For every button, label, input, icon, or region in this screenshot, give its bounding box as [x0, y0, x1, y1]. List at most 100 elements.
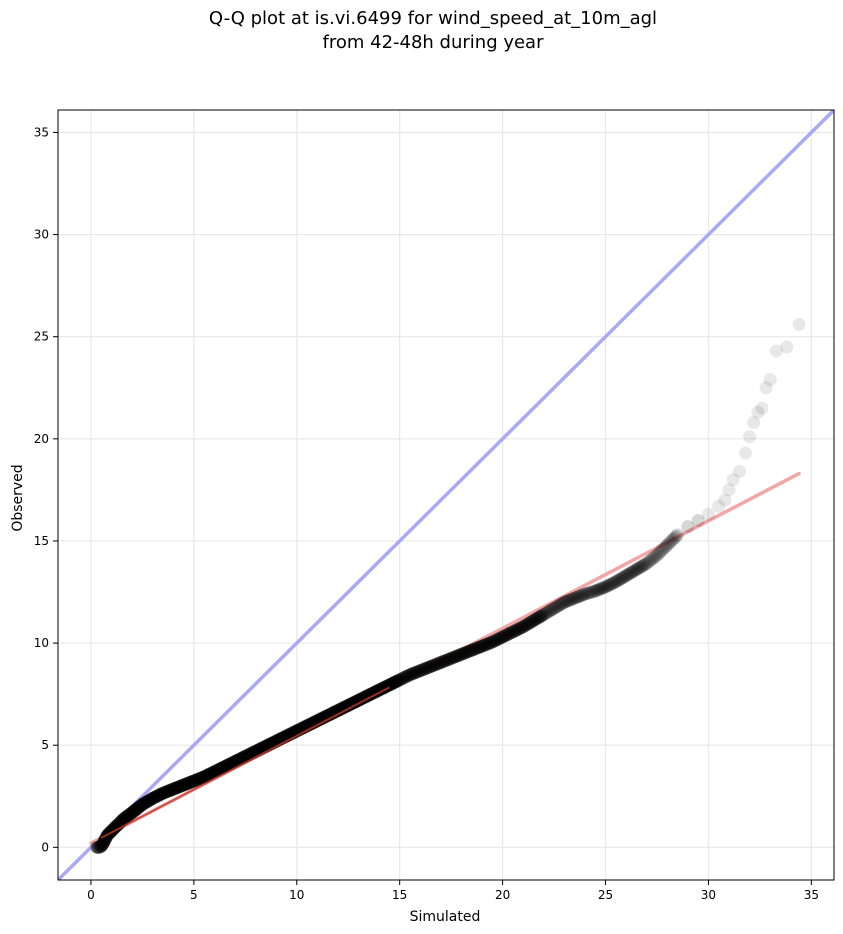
chart-title-line1: Q-Q plot at is.vi.6499 for wind_speed_at…: [209, 8, 657, 29]
data-point: [600, 579, 614, 593]
data-point: [520, 618, 534, 632]
y-tick-label: 10: [34, 636, 49, 650]
data-point: [568, 591, 582, 605]
data-point: [430, 657, 444, 671]
data-point: [451, 649, 465, 663]
data-point: [405, 667, 419, 681]
data-point: [657, 541, 671, 555]
data-point: [514, 621, 528, 635]
x-tick-label: 0: [87, 888, 95, 902]
data-point: [472, 641, 486, 655]
data-point: [400, 669, 414, 683]
data-point: [535, 609, 549, 623]
data-point: [651, 547, 665, 561]
data-point: [439, 653, 453, 667]
data-point: [537, 607, 551, 621]
data-point: [511, 622, 525, 636]
data-point: [646, 552, 660, 566]
data-point: [444, 651, 458, 665]
data-point: [466, 643, 480, 657]
data-point: [643, 554, 657, 568]
data-point: [556, 596, 570, 610]
y-tick-label: 20: [34, 432, 49, 446]
data-point: [623, 567, 637, 581]
data-point: [593, 582, 607, 596]
data-point: [446, 651, 460, 665]
data-point: [722, 483, 736, 497]
data-point: [441, 653, 455, 667]
data-point: [393, 673, 407, 687]
data-point: [401, 669, 415, 683]
data-point: [582, 586, 596, 600]
data-point: [436, 655, 450, 669]
data-point: [668, 531, 682, 545]
data-point: [453, 648, 467, 662]
tick-marks: 0 5 10 15 20 25 30 35 0 5 10 15 20 25 30 35: [34, 125, 819, 902]
data-point: [663, 535, 677, 549]
data-point: [759, 381, 773, 395]
data-point: [417, 662, 431, 676]
data-point: [547, 601, 561, 615]
data-point: [528, 613, 542, 627]
data-point: [544, 603, 558, 617]
data-point: [617, 570, 631, 584]
data-point: [391, 674, 405, 688]
data-point: [437, 654, 451, 668]
data-point: [638, 557, 652, 571]
data-point: [681, 520, 695, 534]
data-point: [635, 559, 649, 573]
chart-title-line2: from 42-48h during year: [323, 32, 545, 53]
data-point: [763, 373, 777, 387]
data-point: [599, 580, 613, 594]
data-point: [415, 663, 429, 677]
data-point: [569, 590, 583, 604]
y-tick-label: 5: [41, 738, 49, 752]
fit-line-dense-segment: [100, 686, 390, 839]
data-point: [563, 593, 577, 607]
y-tick-label: 0: [41, 840, 49, 854]
data-point: [647, 551, 661, 565]
data-point: [590, 583, 604, 597]
data-point: [743, 430, 757, 444]
data-point: [561, 594, 575, 608]
data-point: [449, 649, 463, 663]
data-point: [595, 581, 609, 595]
data-point: [480, 637, 494, 651]
data-point: [398, 670, 412, 684]
plot-axes: [57, 109, 835, 881]
data-point: [726, 473, 740, 487]
data-point: [575, 588, 589, 602]
data-point: [482, 636, 496, 650]
data-point: [523, 616, 537, 630]
data-point: [487, 634, 501, 648]
x-tick-label: 5: [190, 888, 198, 902]
y-tick-label: 15: [34, 534, 49, 548]
data-point: [506, 625, 520, 639]
data-point: [489, 633, 503, 647]
data-point: [621, 568, 635, 582]
data-point: [633, 561, 647, 575]
data-point: [619, 569, 633, 583]
data-point: [485, 635, 499, 649]
data-point: [434, 655, 448, 669]
data-point: [755, 401, 769, 415]
data-point: [665, 534, 679, 548]
data-point: [396, 671, 410, 685]
data-point: [656, 542, 670, 556]
data-point: [616, 571, 630, 585]
data-point: [521, 617, 535, 631]
data-point: [671, 528, 685, 542]
data-point: [504, 626, 518, 640]
x-axis-label: Simulated: [410, 909, 481, 925]
data-point: [552, 598, 566, 612]
data-point: [540, 605, 554, 619]
plot-frame: [57, 109, 835, 881]
data-point: [588, 584, 602, 598]
data-point: [408, 666, 422, 680]
data-point: [448, 650, 462, 664]
data-point: [456, 647, 470, 661]
data-point: [532, 611, 546, 625]
data-point: [533, 610, 547, 624]
data-point: [410, 665, 424, 679]
